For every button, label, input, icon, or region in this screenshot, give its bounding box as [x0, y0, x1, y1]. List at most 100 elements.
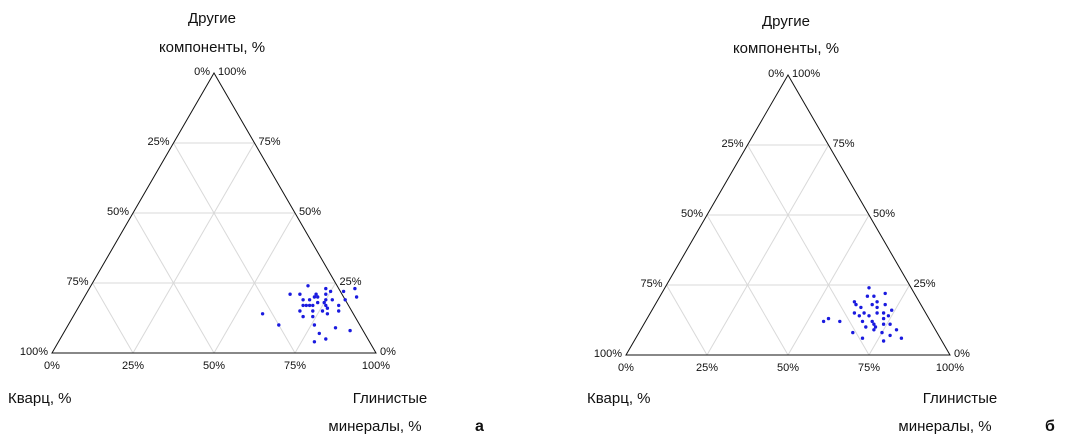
data-point	[301, 298, 305, 302]
data-point	[304, 303, 308, 308]
left-tick-label: 75%	[640, 278, 662, 290]
data-point	[881, 311, 886, 315]
data-point	[890, 308, 894, 312]
data-point	[320, 309, 325, 313]
left-tick-label: 25%	[147, 136, 169, 148]
left-axis-label: Кварц, %	[8, 390, 72, 407]
data-point	[870, 319, 874, 324]
data-point	[888, 333, 892, 338]
data-point	[865, 294, 870, 298]
data-point	[883, 291, 887, 296]
data-point	[881, 316, 886, 321]
data-point	[301, 314, 305, 319]
data-point	[324, 286, 328, 291]
right-tick-label: 75%	[833, 138, 855, 150]
data-point	[324, 292, 328, 296]
data-point	[330, 298, 334, 302]
data-point	[860, 336, 865, 340]
data-point	[312, 340, 317, 344]
data-point	[260, 312, 265, 316]
right-tick-label: 50%	[299, 206, 321, 218]
grid-line	[666, 284, 708, 356]
bottom-tick-label: 100%	[936, 362, 964, 374]
data-point	[881, 339, 886, 343]
data-points	[821, 286, 904, 343]
data-point	[864, 325, 868, 329]
data-point	[894, 328, 899, 332]
panel-label: б	[1045, 418, 1055, 435]
grid-line	[747, 144, 870, 356]
data-point	[341, 289, 346, 294]
data-point	[821, 319, 826, 324]
data-point	[311, 303, 315, 308]
data-point	[875, 300, 879, 304]
data-point	[872, 294, 876, 298]
data-point	[875, 305, 879, 310]
top-axis-label-line2: компоненты, %	[733, 40, 839, 57]
right-tick-label: 25%	[914, 278, 936, 290]
left-tick-label: 50%	[681, 208, 703, 220]
right-axis-label-line2: минералы, %	[898, 418, 991, 435]
data-point	[324, 337, 328, 341]
tick-labels: 0% 0% 0% 25% 25% 25% 50% 50% 50% 75% 75% 75% 100% 100…	[594, 68, 970, 374]
top-axis-label-line2: компоненты, %	[159, 39, 265, 56]
bottom-tick-label: 100%	[362, 360, 390, 372]
data-point	[328, 289, 333, 294]
panel-label: а	[475, 418, 484, 435]
data-point	[307, 303, 312, 308]
tick-labels: 0% 0% 0% 25% 25% 25% 50% 50% 50% 75% 75% 75% 100% 100…	[20, 66, 396, 372]
right-axis-label-line1: Глинистые	[353, 390, 428, 407]
grid-line	[294, 282, 336, 354]
ternary-panel-b: 0% 0% 0% 25% 25% 25% 50% 50% 50% 75% 75% 75% 100% 100…	[587, 13, 1055, 435]
data-point	[886, 314, 891, 318]
right-tick-label: 100%	[792, 68, 820, 80]
data-point	[826, 316, 831, 321]
data-point	[899, 336, 904, 340]
right-tick-label: 0%	[380, 346, 396, 358]
data-point	[852, 311, 857, 315]
data-points	[260, 284, 359, 344]
right-tick-label: 100%	[218, 66, 246, 78]
data-point	[312, 295, 317, 299]
grid-line	[868, 284, 910, 356]
data-point	[860, 319, 865, 324]
data-point	[298, 309, 302, 313]
data-point	[298, 292, 302, 296]
grid-line	[213, 212, 296, 354]
data-point	[307, 298, 312, 302]
data-point	[348, 328, 352, 333]
data-point	[872, 322, 876, 326]
left-tick-label: 25%	[721, 138, 743, 150]
data-point	[862, 311, 866, 315]
right-axis-label-line1: Глинистые	[923, 390, 998, 407]
data-point	[325, 306, 330, 310]
data-point	[859, 305, 863, 310]
data-point	[888, 322, 892, 326]
bottom-tick-label: 50%	[203, 360, 225, 372]
grid-line	[706, 144, 829, 356]
data-point	[311, 314, 315, 319]
left-tick-label: 50%	[107, 206, 129, 218]
data-point	[333, 326, 338, 330]
right-tick-label: 0%	[954, 348, 970, 360]
grid-line	[173, 142, 296, 354]
data-point	[852, 300, 857, 304]
bottom-tick-label: 25%	[122, 360, 144, 372]
grid-line	[787, 214, 870, 356]
left-axis-label: Кварц, %	[587, 390, 651, 407]
triangle-frame	[625, 74, 951, 356]
data-point	[316, 300, 320, 305]
data-point	[838, 319, 842, 324]
right-tick-label: 75%	[259, 136, 281, 148]
triangle-frame	[51, 72, 377, 354]
bottom-tick-label: 0%	[618, 362, 634, 374]
top-axis-label-line1: Другие	[188, 10, 236, 27]
data-point	[873, 325, 878, 329]
grid-line	[706, 214, 789, 356]
data-point	[301, 303, 305, 308]
bottom-tick-label: 25%	[696, 362, 718, 374]
data-point	[316, 295, 320, 299]
ternary-panel-a: 0% 0% 0% 25% 25% 25% 50% 50% 50% 75% 75% 75% 100% 100…	[8, 10, 484, 435]
data-point	[867, 286, 871, 290]
